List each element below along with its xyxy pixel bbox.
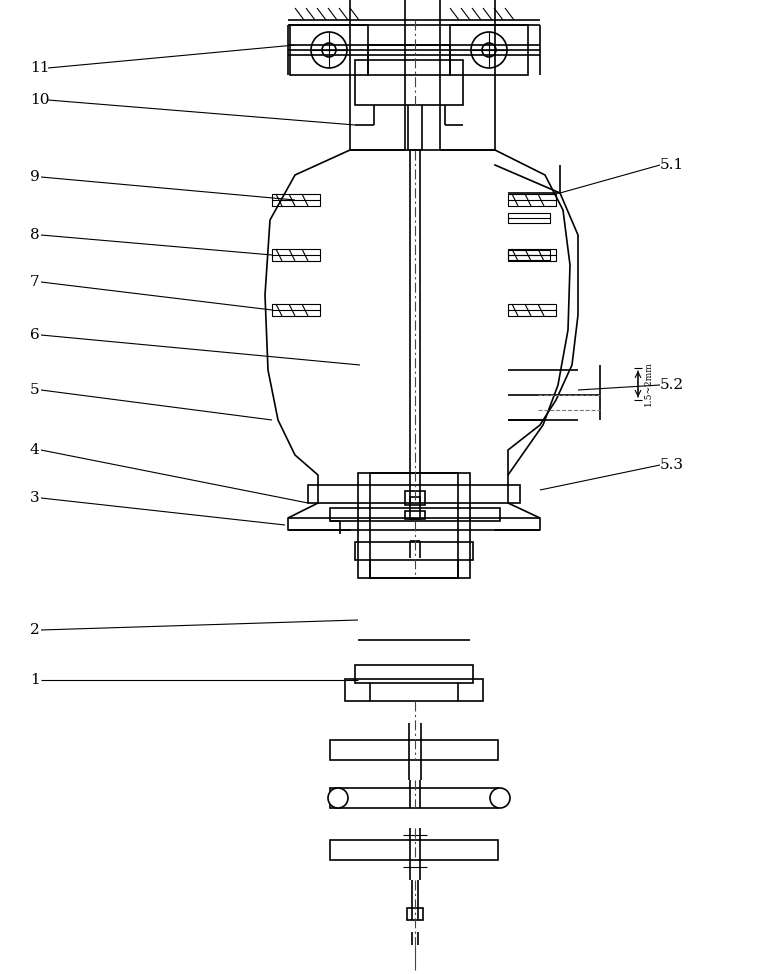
Text: 8: 8 xyxy=(30,228,40,242)
Bar xyxy=(407,908,423,920)
Bar xyxy=(370,473,458,578)
Bar xyxy=(508,249,556,261)
Bar xyxy=(508,304,556,316)
Bar xyxy=(350,0,405,150)
Bar xyxy=(330,740,498,760)
Bar xyxy=(355,60,463,105)
Bar xyxy=(330,788,498,808)
Bar xyxy=(272,304,320,316)
Bar xyxy=(272,194,320,206)
Bar xyxy=(508,250,550,260)
Bar xyxy=(308,485,520,503)
Text: 5: 5 xyxy=(30,383,40,397)
Text: 10: 10 xyxy=(30,93,49,107)
Text: 6: 6 xyxy=(30,328,40,342)
Text: 2: 2 xyxy=(30,623,40,637)
Text: 5.3: 5.3 xyxy=(660,458,684,472)
Bar xyxy=(508,194,556,206)
Bar xyxy=(440,0,495,150)
Bar xyxy=(508,213,550,223)
Bar xyxy=(368,45,450,75)
Bar xyxy=(290,25,368,75)
Bar xyxy=(345,679,483,701)
Bar xyxy=(355,542,473,560)
Bar xyxy=(272,249,320,261)
Bar xyxy=(355,665,473,683)
Circle shape xyxy=(328,788,348,808)
Circle shape xyxy=(490,788,510,808)
Bar xyxy=(358,473,470,578)
Bar xyxy=(330,840,498,860)
Text: 3: 3 xyxy=(30,491,40,505)
Text: 7: 7 xyxy=(30,275,40,289)
Text: 11: 11 xyxy=(30,61,49,75)
Bar xyxy=(410,497,420,519)
Text: 9: 9 xyxy=(30,170,40,184)
Bar xyxy=(330,508,500,521)
Text: 1: 1 xyxy=(30,673,40,687)
Text: 5.1: 5.1 xyxy=(660,158,684,172)
Text: 5.2: 5.2 xyxy=(660,378,684,392)
Text: 4: 4 xyxy=(30,443,40,457)
Bar xyxy=(405,491,425,505)
Text: 1.5~2mm: 1.5~2mm xyxy=(644,361,653,406)
Bar xyxy=(450,25,528,75)
Bar xyxy=(405,511,425,519)
